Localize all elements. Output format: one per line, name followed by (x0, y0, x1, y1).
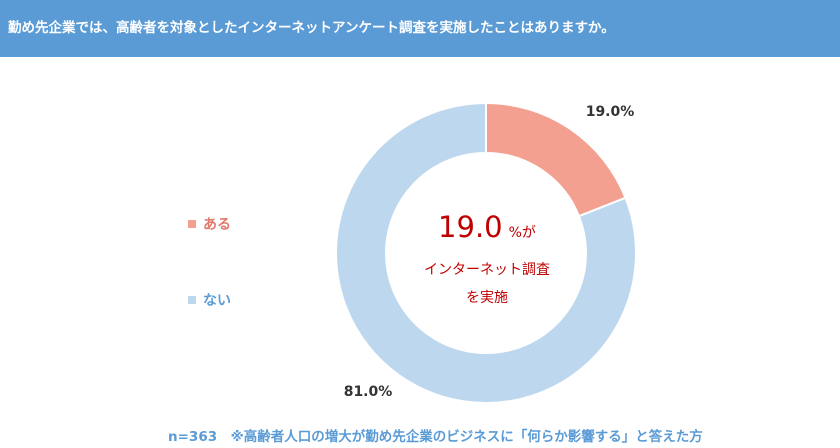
question-title: 勤め先企業では、高齢者を対象としたインターネットアンケート調査を実施したことはあ… (0, 0, 840, 57)
legend-item-no: ない (188, 290, 231, 310)
donut-slice-no (335, 101, 637, 404)
center-unit: %が (508, 225, 536, 241)
footnote: n=363 ※高齢者人口の増大が勤め先企業のビジネスに「何らか影響する」と答えた… (168, 429, 703, 445)
legend-label-yes: ある (203, 217, 231, 233)
data-label-no: 81.0% (344, 384, 393, 400)
center-percentage: 19.0 %が (387, 210, 587, 244)
legend-swatch-yes (188, 220, 196, 228)
center-value: 19.0 (438, 210, 503, 244)
data-label-yes: 19.0% (586, 104, 635, 120)
center-caption-line1: インターネット調査 (424, 262, 550, 278)
legend-swatch-no (188, 296, 196, 304)
legend-label-no: ない (203, 293, 231, 309)
center-caption-line2: を実施 (466, 290, 508, 306)
legend-item-yes: ある (188, 214, 231, 234)
